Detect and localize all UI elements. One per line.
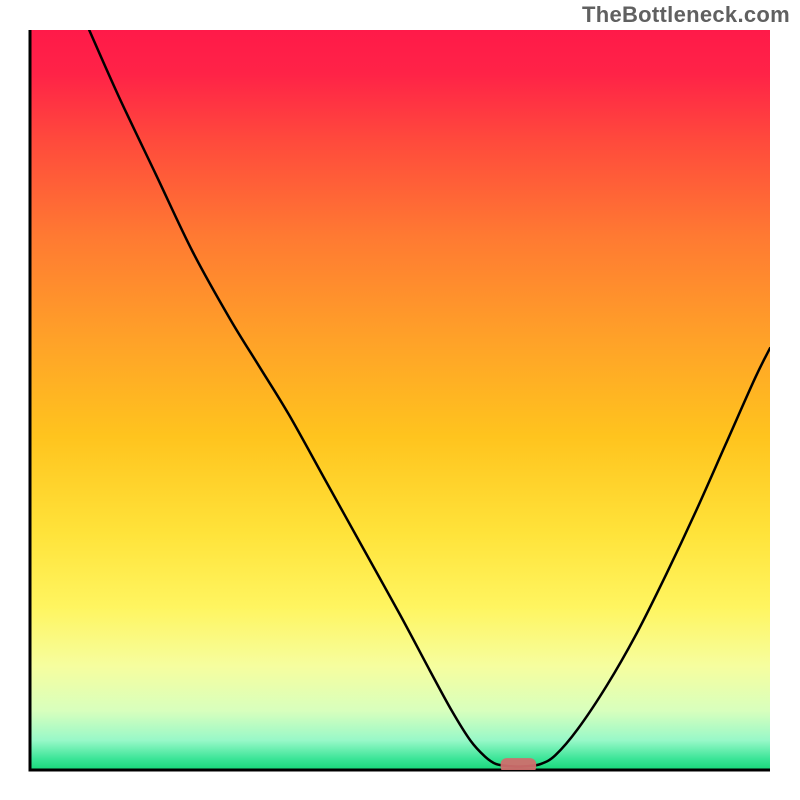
chart-container: TheBottleneck.com bbox=[0, 0, 800, 800]
bottleneck-curve-chart bbox=[0, 0, 800, 800]
